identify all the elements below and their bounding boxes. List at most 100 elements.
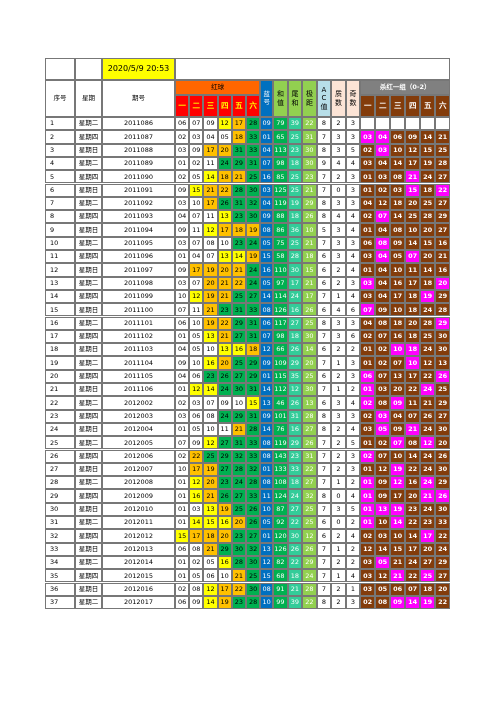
kill-number: 05 [390, 250, 406, 264]
stat-value: 30 [287, 263, 303, 277]
header-cell: 星期 [75, 80, 102, 117]
red-ball: 28 [246, 595, 261, 610]
red-ball: 24 [246, 236, 261, 250]
red-ball: 03 [189, 130, 204, 144]
red-ball: 09 [175, 223, 190, 237]
red-ball: 33 [246, 436, 261, 450]
blue-ball: 16 [260, 263, 274, 277]
kill-number: 01 [360, 356, 376, 370]
weekday: 星期日 [75, 502, 102, 516]
red-ball: 01 [175, 569, 190, 583]
kill-number: 17 [390, 489, 406, 503]
kill-number: 33 [435, 516, 451, 530]
red-ball: 13 [217, 343, 232, 357]
stat-value: 119 [273, 436, 288, 450]
blank-cell [435, 117, 451, 131]
stat-value: 3 [345, 183, 361, 197]
blue-ball: 15 [260, 569, 274, 583]
issue: 2011087 [102, 130, 175, 144]
red-ball: 02 [175, 582, 190, 596]
stat-value: 92 [273, 516, 288, 530]
red-ball: 29 [231, 316, 246, 330]
kill-number: 25 [435, 383, 451, 397]
stat-value: 26 [287, 343, 303, 357]
red-ball: 21 [217, 329, 232, 344]
stat-value: 4 [345, 529, 361, 543]
blue-ball: 14 [260, 383, 274, 397]
stat-value: 4 [345, 223, 361, 237]
stat-value: 7 [316, 289, 332, 304]
stat-value: 126 [273, 542, 288, 556]
kill-number: 27 [435, 170, 451, 184]
kill-number: 03 [360, 569, 376, 583]
stat-value: 24 [302, 569, 317, 583]
stat-value: 126 [273, 303, 288, 317]
red-ball: 01 [175, 383, 190, 397]
red-ball: 01 [175, 502, 190, 516]
blue-ball: 07 [260, 156, 274, 171]
issue: 2012003 [102, 409, 175, 423]
kill-number: 09 [405, 130, 421, 144]
stat-value: 2 [331, 117, 346, 131]
weekday: 星期二 [75, 476, 102, 490]
stat-value: 97 [273, 276, 288, 290]
kill-number: 02 [360, 210, 376, 224]
stat-header: 质数 [331, 80, 346, 117]
blue-ball: 07 [260, 329, 274, 344]
stat-value: 10 [302, 223, 317, 237]
stat-value: 86 [273, 223, 288, 237]
red-ball: 23 [231, 210, 246, 224]
kill-number: 02 [375, 356, 391, 370]
kill-number: 21 [405, 422, 421, 437]
red-ball: 27 [217, 462, 232, 477]
issue: 2012002 [102, 396, 175, 410]
kill-number: 06 [390, 582, 406, 596]
red-ball: 31 [246, 409, 261, 423]
kill-number: 16 [435, 263, 451, 277]
stat-value: 2 [331, 595, 346, 610]
stat-value: 112 [273, 383, 288, 397]
kill-number: 01 [360, 462, 376, 477]
stat-value: 3 [345, 449, 361, 463]
stat-value: 30 [287, 529, 303, 543]
stat-value: 7 [316, 356, 332, 370]
row-index: 35 [45, 569, 75, 583]
stat-value: 5 [345, 502, 361, 516]
kill-number: 22 [405, 383, 421, 397]
stat-value: 4 [345, 210, 361, 224]
stat-value: 9 [316, 156, 332, 171]
row-index: 14 [45, 289, 75, 304]
stat-value: 98 [273, 156, 288, 171]
stat-value: 4 [345, 489, 361, 503]
red-ball: 18 [231, 130, 246, 144]
red-col-header: 六 [246, 95, 261, 117]
kill-number: 20 [420, 542, 436, 556]
issue: 2012012 [102, 529, 175, 543]
blank-cell [375, 117, 391, 131]
red-ball: 25 [246, 569, 261, 583]
kill-number: 01 [360, 170, 376, 184]
kill-number: 10 [375, 516, 391, 530]
stat-value: 18 [287, 156, 303, 171]
red-ball: 33 [246, 489, 261, 503]
issue: 2012009 [102, 489, 175, 503]
issue: 2012013 [102, 542, 175, 556]
red-ball: 26 [217, 196, 232, 211]
red-ball: 04 [175, 343, 190, 357]
red-ball: 11 [189, 223, 204, 237]
weekday: 星期二 [75, 516, 102, 530]
red-ball: 10 [231, 396, 246, 410]
red-ball: 05 [189, 343, 204, 357]
kill-number: 23 [420, 516, 436, 530]
kill-number: 27 [420, 555, 436, 570]
kill-number: 26 [420, 409, 436, 423]
red-ball: 22 [231, 276, 246, 290]
weekday: 星期四 [75, 409, 102, 423]
stat-value: 3 [331, 502, 346, 516]
stat-value: 28 [302, 409, 317, 423]
red-ball: 08 [203, 409, 218, 423]
kill-number: 02 [375, 436, 391, 450]
kill-number: 26 [435, 489, 451, 503]
issue: 2012008 [102, 476, 175, 490]
weekday: 星期日 [75, 143, 102, 157]
